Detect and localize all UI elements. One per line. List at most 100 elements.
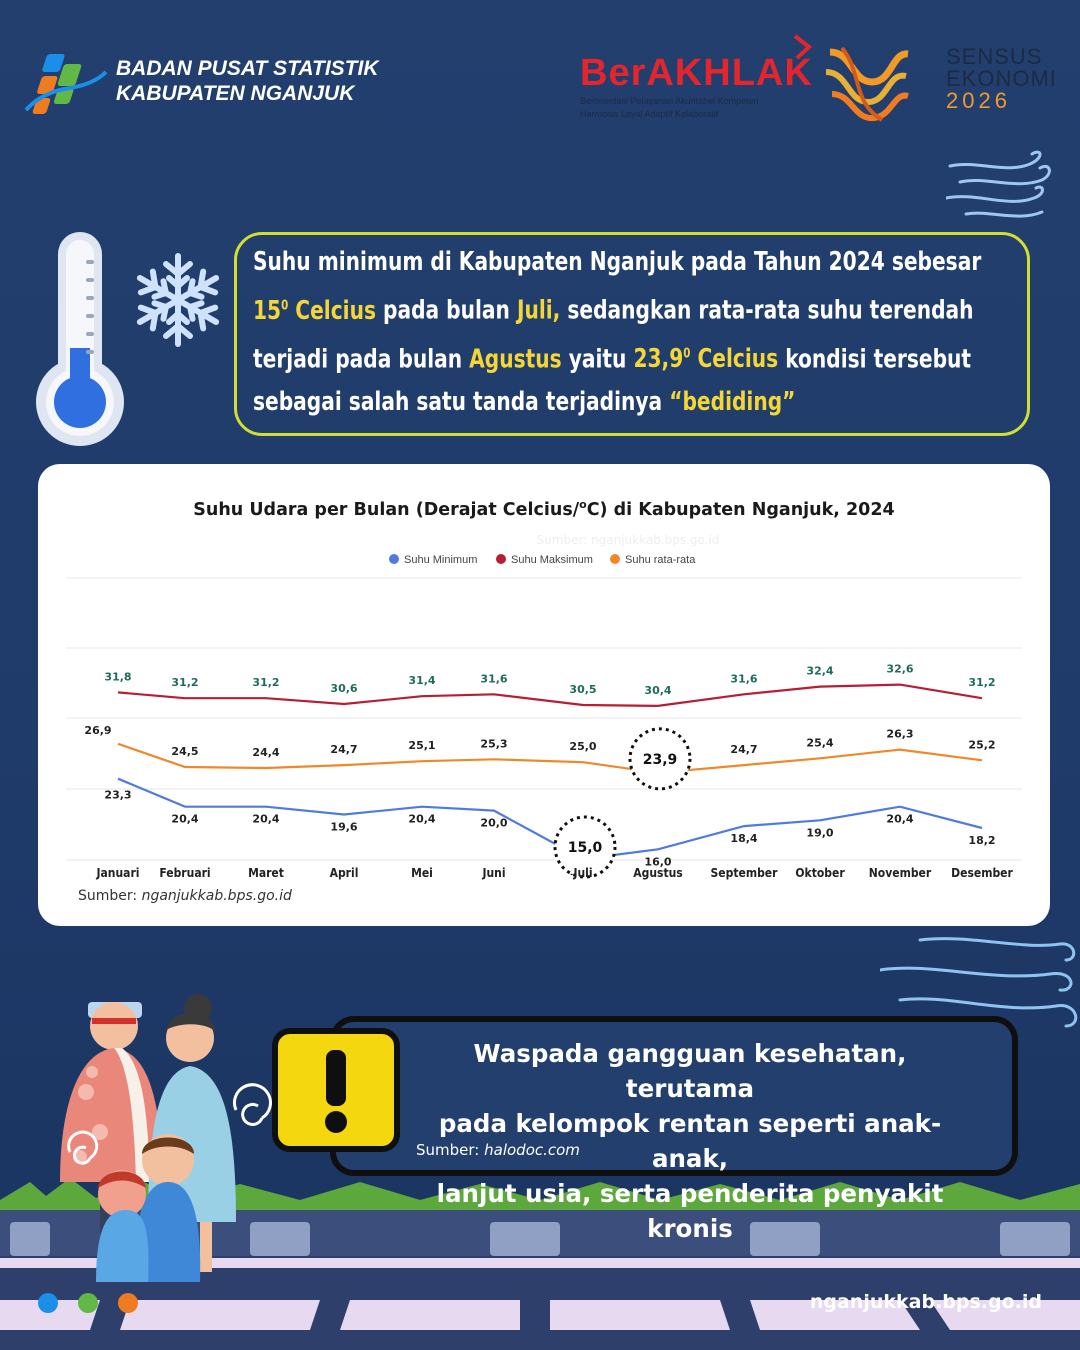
headline-avg-temp: 23,90 Celcius [633,344,778,374]
headline-min-temp: 150 Celcius [253,296,376,326]
chart-title: Suhu Udara per Bulan (Derajat Celcius/oC… [38,498,1050,520]
berakhlak-logo: BerAKHLAK Berorientasi Pelayanan Akuntab… [580,52,815,120]
chart-source-prefix: Sumber: [78,888,142,904]
x-tick-label: Desember [951,866,1013,880]
highlight-circle-0 [553,815,617,879]
data-label: 32,6 [886,663,913,676]
x-tick-label: Januari [96,866,140,880]
x-tick-label: Agustus [633,866,682,880]
exclamation-icon [325,1050,347,1133]
x-tick-label: Oktober [795,866,845,880]
wind-bottom-icon [880,937,1078,1028]
data-label: 24,4 [252,746,279,759]
chart-watermark: Sumber: nganjukkab.bps.go.id [537,533,720,547]
se-year: 2026 [946,88,1011,113]
legend-marker-0 [389,554,399,564]
series-line-0 [117,777,983,861]
wind-icon [946,150,1051,218]
chart-card: Sumber: nganjukkab.bps.go.id Suhu Minimum… [38,464,1050,926]
data-label: 24,5 [171,745,198,758]
warning-line-2: pada kelompok rentan seperti anak-anak, [438,1109,942,1173]
data-label: 20,0 [480,817,507,830]
warning-badge [272,1028,400,1152]
bps-logo-icon [24,54,108,114]
x-tick-label: Maret [248,866,284,880]
x-tick-label: April [330,866,359,880]
data-label: 25,4 [806,736,833,749]
headline-degree-1: 0 [281,298,289,313]
data-label: 31,6 [730,672,757,685]
warning-source-link: halodoc.com [484,1141,580,1159]
data-label: 32,4 [806,665,833,678]
headline-avg-value: 23,9 [633,344,684,374]
data-label: 20,4 [886,813,913,826]
headline-min-unit: Celcius [288,295,376,326]
data-label: 31,2 [171,676,198,689]
data-label: 31,8 [104,670,131,683]
headline-text-1: Suhu minimum di Kabupaten Nganjuk pada T… [253,247,982,277]
thermometer-icon [36,232,124,446]
data-label: 26,9 [84,724,111,737]
legend-label-2: Suhu rata-rata [625,554,696,566]
headline-degree-2: 0 [683,346,691,362]
data-label: 31,6 [480,672,507,685]
se-line-1: SENSUS [946,44,1043,69]
footer-dot-green [78,1293,98,1313]
data-label: 30,4 [644,684,671,697]
data-label: 31,2 [252,676,279,689]
data-label: 31,2 [968,676,995,689]
data-label: 25,2 [968,738,995,751]
data-label: 19,6 [330,820,357,833]
warning-line-3: lanjut usia, serta penderita penyakit kr… [436,1179,944,1243]
series-line-1 [117,683,983,708]
x-tick-label: September [711,866,779,880]
headline-text-4: yaitu [561,344,634,374]
data-label: 25,1 [408,739,435,752]
data-label: 25,0 [569,740,596,753]
org-line-2: KABUPATEN NGANJUK [116,82,355,105]
legend-label-1: Suhu Maksimum [511,554,593,566]
data-label: 19,0 [806,826,833,839]
legend-marker-2 [610,554,620,564]
headline-text-2: pada bulan [375,295,517,326]
highlight-label-0: 15,0 [568,840,603,856]
headline-box: Suhu minimum di Kabupaten Nganjuk pada T… [234,232,1030,436]
highlight-label-1: 23,9 [643,752,678,768]
data-label: 31,4 [408,674,435,687]
chart-title-rest: C) di Kabupaten Nganjuk, 2024 [586,499,895,520]
headline-text-5: kondisi tersebut sebagai salah satu tand… [253,344,972,417]
footer-url[interactable]: nganjukkab.bps.go.id [809,1291,1042,1313]
data-label: 20,4 [408,813,435,826]
warning-source: Sumber: halodoc.com [416,1141,580,1159]
chart-source: Sumber: nganjukkab.bps.go.id [78,888,292,904]
se-line-2: EKONOMI [946,66,1057,91]
temperature-line-chart: Sumber: nganjukkab.bps.go.id Suhu Minimum… [66,533,1022,880]
chart-title-degree: o [579,498,587,511]
warning-source-prefix: Sumber: [416,1141,485,1159]
data-label: 20,4 [252,813,279,826]
data-label: 23,3 [104,789,131,802]
footer-dot-orange [118,1293,138,1313]
org-line-1: BADAN PUSAT STATISTIK [116,57,379,80]
snowflake-icon [128,253,228,350]
data-label: 25,3 [480,737,507,750]
data-label: 30,5 [569,683,596,696]
headline-avg-unit: Celcius [690,344,779,374]
headline-min-value: 15 [253,295,282,326]
sensus-ekonomi-logo-icon [825,46,909,122]
x-tick-label: November [869,866,932,880]
x-tick-label: Februari [159,866,210,880]
x-tick-label: Mei [411,866,433,880]
headline-text: Suhu minimum di Kabupaten Nganjuk pada T… [253,241,1027,424]
data-label: 18,4 [730,832,757,845]
berakhlak-word: BerAKHLAK [580,52,813,94]
data-label: 24,7 [330,743,357,756]
series-line-2 [117,742,983,774]
data-label: 20,4 [171,813,198,826]
data-label: 16,0 [644,855,671,868]
berakhlak-tagline-2: Harmonis Loyal Adaptif Kolaboratif [580,109,719,119]
berakhlak-chevron-icon [793,34,813,60]
warning-box [330,1016,1018,1176]
sensus-ekonomi-text: SENSUS EKONOMI 2026 [946,46,1057,112]
legend-marker-1 [496,554,506,564]
